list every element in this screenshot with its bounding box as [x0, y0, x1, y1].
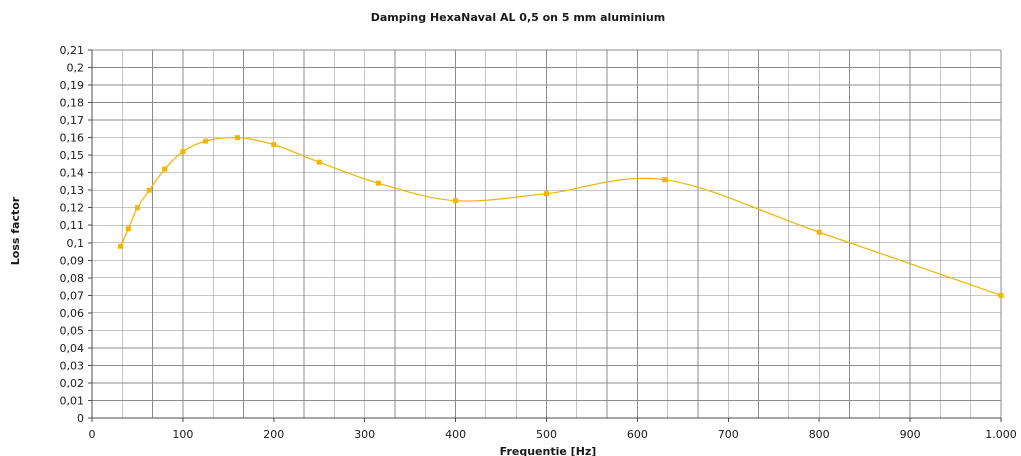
y-tick-label: 0,07 — [60, 289, 85, 302]
x-tick-label: 700 — [718, 428, 739, 441]
data-point-marker — [125, 226, 131, 232]
y-tick-label: 0,08 — [60, 272, 85, 285]
x-tick-label: 1.000 — [985, 428, 1017, 441]
y-tick-label: 0,09 — [60, 254, 85, 267]
series — [118, 135, 1004, 298]
y-tick-label: 0,13 — [60, 184, 85, 197]
y-tick-label: 0,17 — [60, 114, 85, 127]
y-tick-label: 0,06 — [60, 307, 85, 320]
y-tick-label: 0,03 — [60, 359, 85, 372]
x-tick-label: 400 — [445, 428, 466, 441]
axes — [88, 49, 1002, 422]
y-tick-label: 0,14 — [60, 167, 85, 180]
y-tick-label: 0,01 — [60, 394, 85, 407]
data-point-marker — [146, 187, 152, 193]
y-tick-label: 0,15 — [60, 149, 85, 162]
x-tick-label: 500 — [536, 428, 557, 441]
data-point-marker — [271, 142, 277, 148]
data-point-marker — [234, 135, 240, 141]
x-tick-label: 300 — [354, 428, 375, 441]
y-tick-label: 0 — [77, 412, 84, 425]
y-tick-label: 0,19 — [60, 79, 85, 92]
x-tick-label: 900 — [900, 428, 921, 441]
y-tick-label: 0,21 — [60, 44, 85, 57]
y-tick-label: 0,04 — [60, 342, 85, 355]
x-tick-label: 800 — [809, 428, 830, 441]
data-point-marker — [316, 159, 322, 165]
x-tick-label: 100 — [172, 428, 193, 441]
data-point-marker — [203, 138, 209, 144]
data-point-marker — [375, 180, 381, 186]
y-tick-label: 0,2 — [67, 62, 85, 75]
data-point-marker — [662, 177, 668, 183]
y-tick-label: 0,02 — [60, 377, 85, 390]
data-point-marker — [453, 198, 459, 204]
y-tick-label: 0,1 — [67, 237, 85, 250]
x-tick-label: 0 — [89, 428, 96, 441]
y-tick-label: 0,18 — [60, 97, 85, 110]
data-point-marker — [180, 149, 186, 155]
x-axis-label: Frequentie [Hz] — [500, 445, 597, 456]
loss-factor-line — [120, 136, 1002, 296]
data-point-marker — [162, 166, 168, 172]
y-tick-label: 0,05 — [60, 324, 85, 337]
x-tick-label: 200 — [263, 428, 284, 441]
grid — [92, 49, 1002, 418]
data-point-marker — [998, 292, 1004, 298]
y-tick-label: 0,16 — [60, 132, 85, 145]
data-point-marker — [544, 191, 549, 197]
data-point-marker — [134, 205, 140, 211]
x-tick-label: 600 — [627, 428, 648, 441]
data-point-marker — [816, 229, 822, 235]
y-tick-label: 0,12 — [60, 202, 85, 215]
y-axis-tick-labels: 0 0,01 0,02 0,03 0,04 0,05 0,06 0,07 0,08 0,09 0,1… — [60, 44, 85, 425]
x-axis-tick-labels: 0 100 200 300 400 500 600 700 800 900 1.000 — [89, 428, 1017, 441]
y-axis-label: Loss factor — [9, 196, 22, 265]
chart-title: Damping HexaNaval AL 0,5 on 5 mm alumini… — [371, 11, 665, 24]
data-point-marker — [118, 243, 124, 249]
y-tick-label: 0,11 — [60, 219, 85, 232]
